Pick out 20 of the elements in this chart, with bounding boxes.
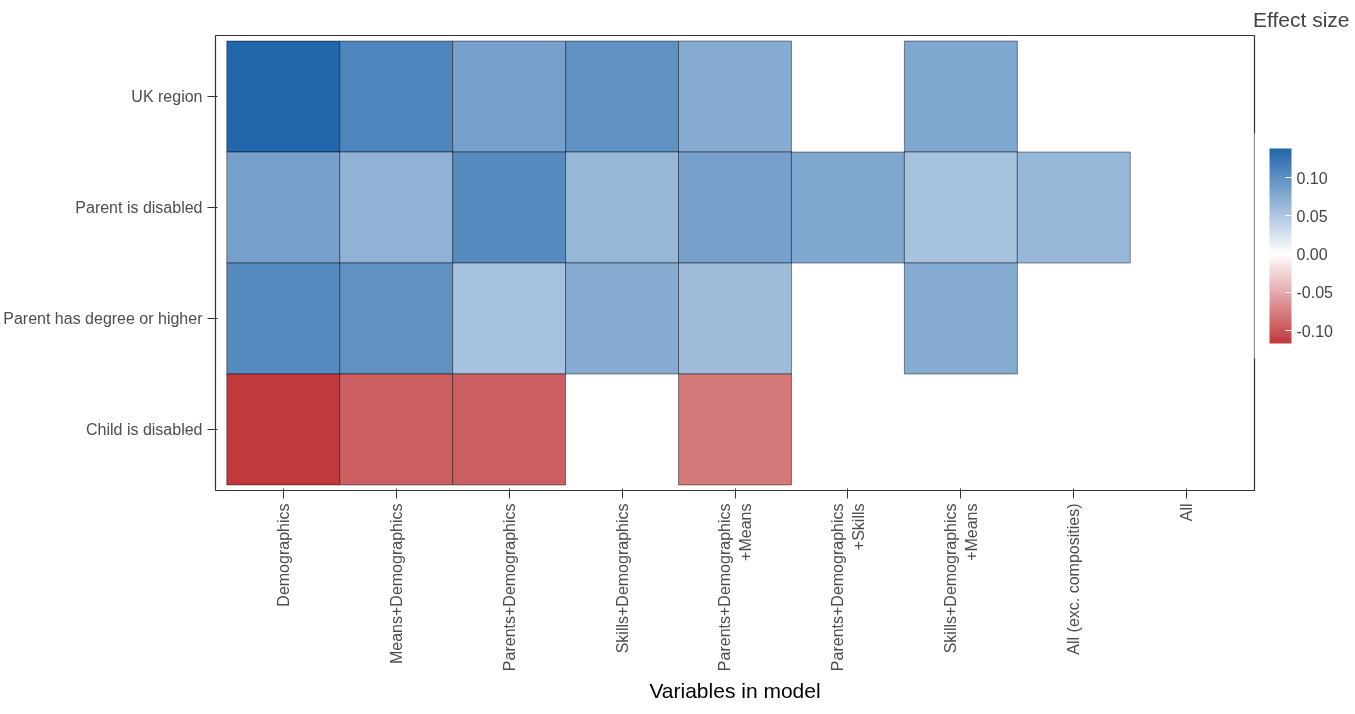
y-tick-label: Parent has degree or higher [3, 309, 204, 327]
x-tick-label: Parents+Demographics +Means [716, 503, 754, 672]
x-tick-label: Demographics [274, 503, 292, 607]
x-tick-label: Parents+Demographics +Skills [829, 503, 867, 672]
x-tick-label: Skills+Demographics [613, 503, 631, 654]
x-tick-label: Skills+Demographics +Means [942, 503, 980, 654]
x-tick-label: All [1178, 503, 1196, 522]
x-tick-label: Means+Demographics [387, 503, 405, 665]
color-bar-label: -0.05 [1296, 284, 1334, 302]
y-tick-label: UK region [131, 88, 203, 106]
x-tick-label: Parents+Demographics [500, 503, 518, 672]
color-bar-label: 0.05 [1296, 207, 1328, 225]
x-axis-title: Variables in model [649, 679, 821, 703]
y-tick-label: Parent is disabled [75, 199, 203, 217]
color-bar-label: 0.00 [1296, 246, 1328, 264]
x-tick-label: All (exc. composities) [1065, 503, 1083, 655]
color-bar-label: -0.10 [1296, 322, 1334, 340]
legend-title: Effect size [1253, 7, 1350, 31]
y-tick-label: Child is disabled [85, 420, 203, 438]
color-bar-label: 0.10 [1296, 169, 1328, 187]
